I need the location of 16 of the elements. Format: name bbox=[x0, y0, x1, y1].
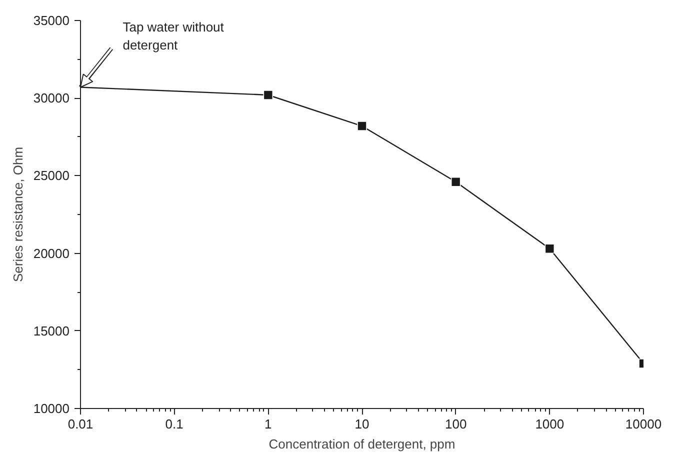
y-tick-label: 15000 bbox=[33, 323, 70, 338]
x-tick-label: 0.01 bbox=[68, 416, 94, 432]
y-tick-label: 20000 bbox=[33, 246, 70, 261]
y-axis-title: Series resistance, Ohm bbox=[10, 146, 26, 282]
y-tick-label: 30000 bbox=[33, 90, 70, 106]
x-axis-title: Concentration of detergent, ppm bbox=[268, 436, 456, 452]
y-tick-label: 35000 bbox=[33, 13, 70, 28]
annotation: Tap water without detergent bbox=[122, 20, 224, 53]
x-tick-label: 1000 bbox=[535, 416, 564, 432]
x-tick-label: 1 bbox=[264, 416, 272, 432]
x-tick-label: 100 bbox=[444, 416, 467, 432]
y-tick-label: 25000 bbox=[33, 168, 70, 184]
y-tick-label: 10000 bbox=[33, 401, 70, 416]
x-tick-label: 10000 bbox=[625, 416, 662, 432]
x-tick-label: 10 bbox=[354, 416, 370, 432]
x-tick-label: 0.1 bbox=[165, 416, 184, 432]
